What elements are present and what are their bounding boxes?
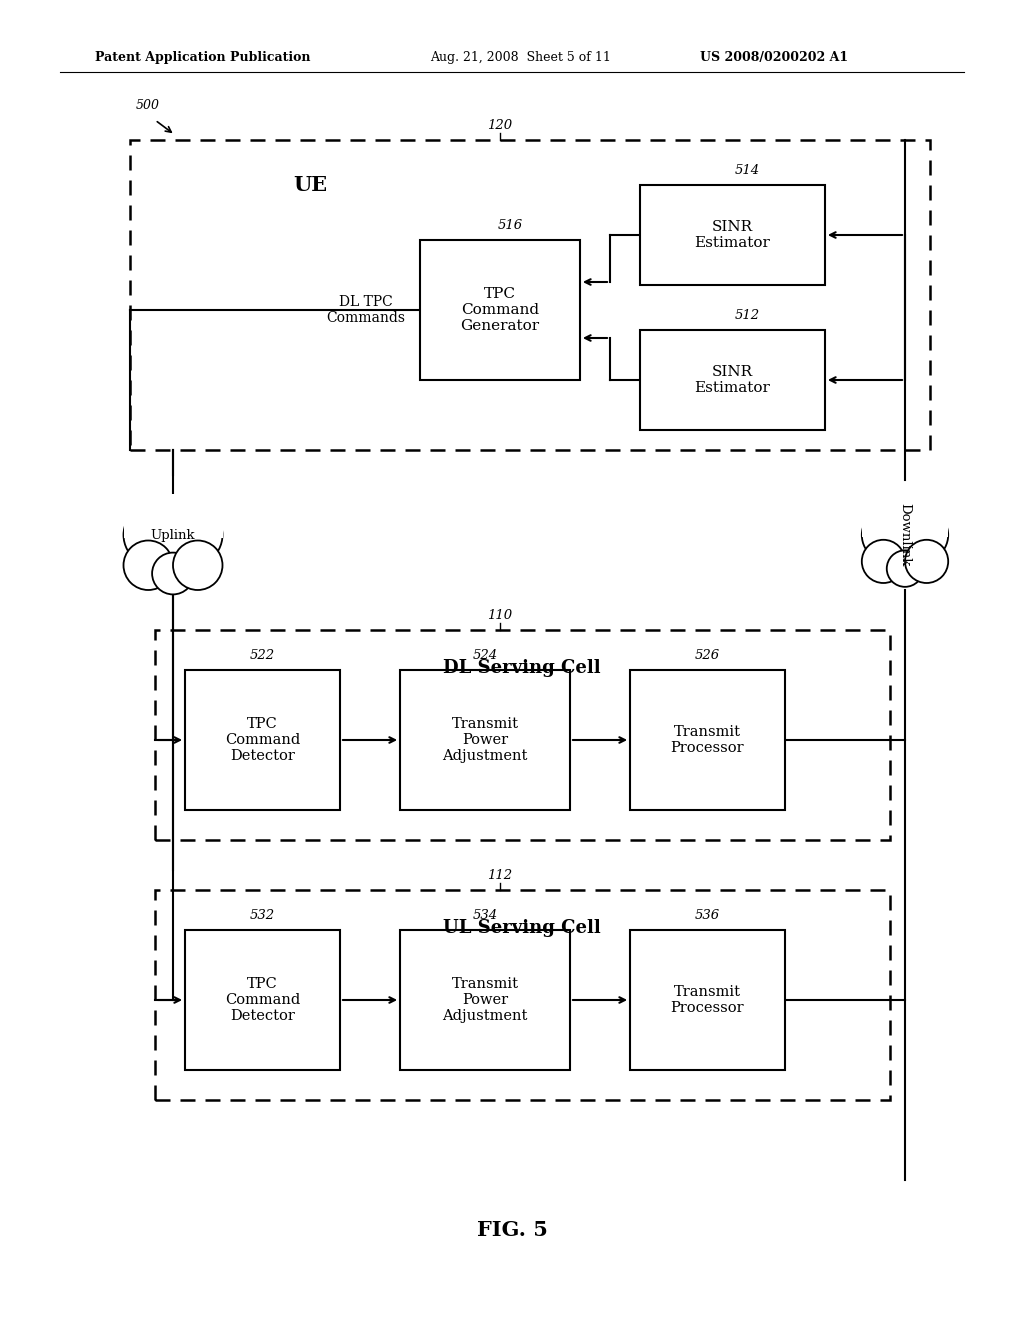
Text: 522: 522 [250,649,274,663]
Text: 536: 536 [694,909,720,921]
Text: TPC
Command
Detector: TPC Command Detector [225,717,300,763]
Bar [862,499,948,537]
Text: 120: 120 [487,119,513,132]
Circle shape [905,540,948,583]
Circle shape [173,540,222,590]
Text: Transmit
Power
Adjustment: Transmit Power Adjustment [442,717,527,763]
Bar [630,671,785,810]
Bar [130,140,930,450]
Text: 110: 110 [487,609,513,622]
Bar [400,671,570,810]
Text: 512: 512 [734,309,760,322]
Text: Patent Application Publication: Patent Application Publication [95,51,310,65]
Bar [155,630,890,840]
Text: 524: 524 [472,649,498,663]
Text: TPC
Command
Detector: TPC Command Detector [225,977,300,1023]
Bar [155,890,890,1100]
Text: 534: 534 [472,909,498,921]
Circle shape [862,540,905,583]
Text: Transmit
Processor: Transmit Processor [671,725,744,755]
Text: FIG. 5: FIG. 5 [476,1220,548,1239]
Ellipse shape [862,502,948,569]
Circle shape [124,540,173,590]
Text: 516: 516 [498,219,522,232]
Text: Downlink: Downlink [898,503,911,566]
Text: 514: 514 [734,164,760,177]
Bar [185,931,340,1071]
Text: SINR
Estimator: SINR Estimator [694,220,770,249]
Ellipse shape [124,496,222,573]
Text: UL Serving Cell: UL Serving Cell [443,919,601,937]
Text: SINR
Estimator: SINR Estimator [694,364,770,395]
Text: DL Serving Cell: DL Serving Cell [443,659,601,677]
Bar [185,671,340,810]
Text: Transmit
Processor: Transmit Processor [671,985,744,1015]
Circle shape [887,550,924,587]
Text: 532: 532 [250,909,274,921]
Text: 526: 526 [694,649,720,663]
Bar [420,240,580,380]
Text: 500: 500 [136,99,160,112]
Text: 112: 112 [487,869,513,882]
Text: Transmit
Power
Adjustment: Transmit Power Adjustment [442,977,527,1023]
Text: Aug. 21, 2008  Sheet 5 of 11: Aug. 21, 2008 Sheet 5 of 11 [430,51,611,65]
Text: TPC
Command
Generator: TPC Command Generator [461,286,540,333]
Bar [400,931,570,1071]
Bar [640,330,825,430]
Bar [124,494,222,537]
Bar [630,931,785,1071]
Circle shape [153,553,194,594]
Bar [640,185,825,285]
Text: DL TPC
Commands: DL TPC Commands [326,294,406,325]
Text: Uplink: Uplink [151,528,196,541]
Text: UE: UE [293,176,327,195]
Text: US 2008/0200202 A1: US 2008/0200202 A1 [700,51,848,65]
